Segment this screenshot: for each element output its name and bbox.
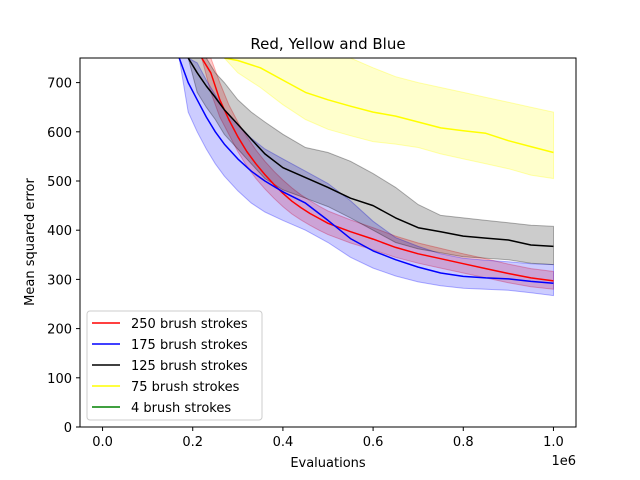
x-tick-label: 1.0 [543,435,564,450]
confidence-band-series-2 [187,58,554,266]
x-tick-label: 0.2 [182,435,203,450]
y-tick-label: 600 [47,126,72,141]
y-tick-label: 700 [47,77,72,92]
legend-label: 250 brush strokes [131,317,248,332]
legend-label: 125 brush strokes [131,359,248,374]
plot-frame [79,57,577,428]
y-axis-ticks: 0 100 200 300 400 500 600 700 [47,77,80,436]
x-tick-label: 0.6 [363,435,384,450]
y-tick-label: 400 [47,224,72,239]
x-tick-label: 0.0 [92,435,113,450]
y-tick-label: 200 [47,323,72,338]
y-tick-label: 300 [47,273,72,288]
x-tick-label: 0.4 [273,435,294,450]
legend-label: 175 brush strokes [131,338,248,353]
x-axis-label: Evaluations [290,456,366,471]
confidence-band-series-3 [223,58,554,180]
chart-title: Red, Yellow and Blue [250,35,405,53]
x-axis-ticks: 0.0 0.2 0.4 0.6 0.8 1.0 [92,427,564,450]
series-line-2 [187,58,554,248]
y-tick-label: 0 [64,421,72,436]
series-line-3 [224,58,554,154]
y-tick-label: 500 [47,175,72,190]
legend-label: 4 brush strokes [131,401,231,416]
series-line-0 [201,58,554,282]
x-tick-label: 0.8 [453,435,474,450]
legend: 250 brush strokes 175 brush strokes 125 br… [86,310,263,421]
legend-label: 75 brush strokes [131,380,240,395]
y-axis-label: Mean squared error [23,178,38,306]
legend-entries: 250 brush strokes 175 brush strokes 125 br… [92,317,248,416]
y-tick-label: 100 [47,372,72,387]
series-line-1 [178,58,554,285]
series-lines [178,58,554,285]
legend-box [86,310,263,421]
x-axis-offset-label: 1e6 [551,454,576,469]
confidence-bands [178,58,554,297]
